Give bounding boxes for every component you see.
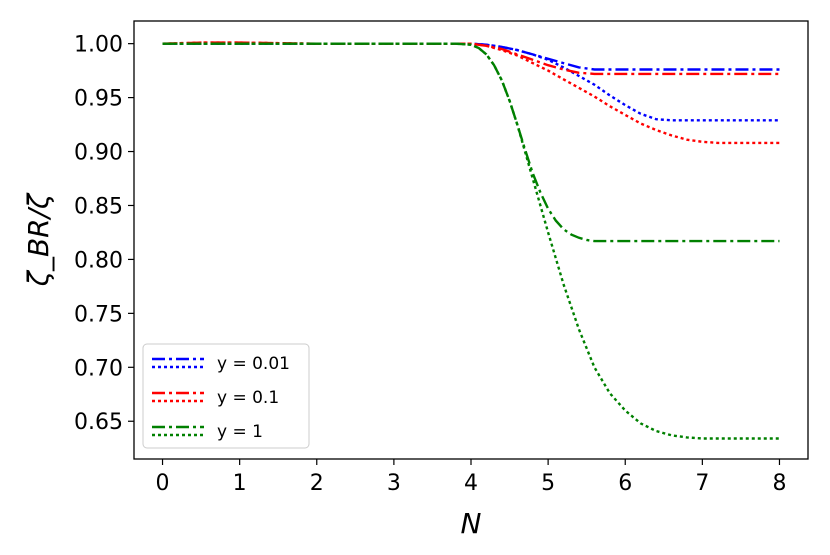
y-tick-label: 0.80	[74, 248, 123, 273]
legend: y = 0.01 y = 0.1 y = 1	[142, 343, 310, 449]
series-line-4	[162, 42, 780, 243]
x-tick-label: 0	[156, 471, 170, 496]
x-tick-label: 7	[695, 471, 709, 496]
y-tick-label: 0.90	[74, 141, 123, 166]
series-line-1	[162, 42, 780, 122]
x-tick-label: 8	[772, 471, 786, 496]
y-tick-label: 0.70	[74, 356, 123, 381]
x-tick-label: 2	[310, 471, 324, 496]
y-tick-label: 1.00	[74, 33, 123, 58]
y-tick-label: 0.85	[74, 194, 123, 219]
x-tick-label: 3	[387, 471, 401, 496]
y-tick-label: 0.95	[74, 87, 123, 112]
x-tick-label: 5	[541, 471, 555, 496]
y-tick-label: 0.75	[74, 302, 123, 327]
legend-label: y = 1	[217, 422, 263, 442]
series-line-5	[162, 42, 780, 440]
x-tick-label: 4	[464, 471, 478, 496]
legend-label: y = 0.1	[217, 388, 279, 408]
series-layer	[162, 41, 780, 440]
x-ticks: 0 1 2 3 4 5 6 7 8	[156, 459, 786, 496]
legend-box	[142, 343, 310, 449]
y-ticks: 0.65 0.70 0.75 0.80 0.85 0.90 0.95 1.00	[74, 33, 134, 435]
x-tick-label: 6	[618, 471, 632, 496]
y-tick-label: 0.65	[74, 410, 123, 435]
x-axis-label: N	[461, 507, 482, 540]
y-axis-label: ζ_BR/ζ	[22, 192, 55, 287]
series-line-0	[162, 42, 780, 71]
x-tick-label: 1	[233, 471, 247, 496]
legend-label: y = 0.01	[217, 354, 290, 374]
